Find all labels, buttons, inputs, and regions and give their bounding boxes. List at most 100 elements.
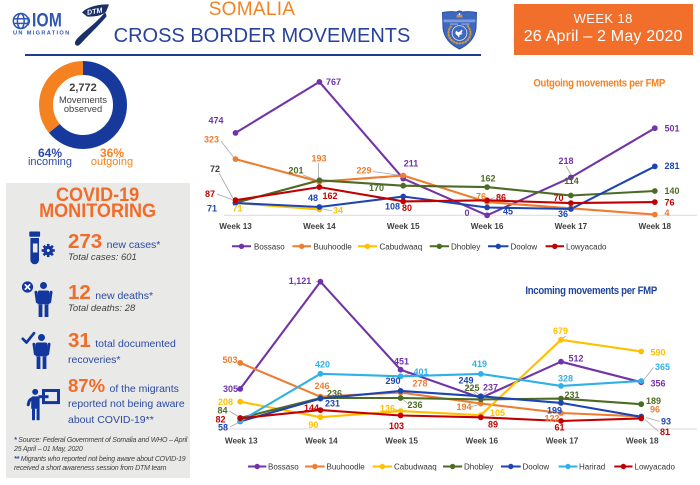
- svg-text:58: 58: [218, 423, 228, 433]
- svg-text:451: 451: [394, 357, 409, 367]
- svg-text:Week 16: Week 16: [465, 437, 498, 446]
- svg-text:162: 162: [480, 174, 495, 184]
- svg-text:Week 14: Week 14: [305, 437, 338, 446]
- svg-text:501: 501: [665, 123, 680, 133]
- svg-text:61: 61: [554, 423, 564, 433]
- svg-text:Doolow: Doolow: [511, 242, 538, 251]
- svg-text:Cabudwaaq: Cabudwaaq: [380, 242, 423, 251]
- svg-text:DTM: DTM: [86, 5, 104, 16]
- svg-text:IOM: IOM: [32, 9, 62, 31]
- svg-text:Dhobley: Dhobley: [451, 242, 480, 251]
- svg-text:328: 328: [558, 373, 573, 383]
- svg-text:162: 162: [322, 191, 337, 201]
- svg-text:365: 365: [655, 362, 670, 372]
- svg-text:211: 211: [404, 159, 419, 169]
- svg-text:208: 208: [218, 397, 233, 407]
- svg-text:503: 503: [222, 355, 237, 365]
- svg-text:420: 420: [315, 359, 330, 369]
- svg-text:Buuhoodle: Buuhoodle: [314, 242, 353, 251]
- svg-text:Buuhoodle: Buuhoodle: [327, 463, 366, 472]
- svg-text:236: 236: [407, 400, 422, 410]
- svg-text:767: 767: [326, 77, 341, 87]
- svg-text:45: 45: [503, 207, 513, 217]
- svg-text:231: 231: [564, 390, 579, 400]
- svg-text:Lowyacado: Lowyacado: [566, 242, 607, 251]
- svg-text:218: 218: [558, 156, 573, 166]
- svg-text:82: 82: [215, 414, 225, 424]
- svg-text:290: 290: [385, 376, 400, 386]
- svg-text:Week 15: Week 15: [387, 222, 420, 231]
- svg-text:0: 0: [464, 208, 469, 218]
- svg-text:Cabudwaaq: Cabudwaaq: [394, 463, 437, 472]
- svg-text:Week 13: Week 13: [219, 222, 252, 231]
- svg-text:81: 81: [660, 427, 670, 437]
- svg-text:90: 90: [308, 420, 318, 430]
- svg-text:93: 93: [661, 417, 671, 427]
- svg-text:236: 236: [327, 388, 342, 398]
- svg-text:86: 86: [496, 193, 506, 203]
- svg-text:229: 229: [356, 166, 371, 176]
- svg-text:48: 48: [308, 193, 318, 203]
- svg-text:122: 122: [544, 413, 559, 423]
- svg-text:76: 76: [476, 192, 486, 202]
- svg-text:80: 80: [402, 203, 412, 213]
- svg-text:281: 281: [665, 161, 680, 171]
- svg-text:71: 71: [232, 204, 242, 214]
- svg-text:Week 18: Week 18: [626, 437, 659, 446]
- svg-text:70: 70: [553, 193, 563, 203]
- svg-text:76: 76: [665, 197, 675, 207]
- svg-text:4: 4: [665, 208, 670, 218]
- svg-text:Outgoing movements per FMP: Outgoing movements per FMP: [533, 78, 665, 90]
- svg-text:Bossaso: Bossaso: [254, 242, 285, 251]
- svg-text:Doolow: Doolow: [523, 463, 550, 472]
- svg-text:278: 278: [412, 379, 427, 389]
- svg-text:193: 193: [311, 154, 326, 164]
- svg-text:34: 34: [333, 206, 343, 216]
- svg-text:Week 13: Week 13: [225, 437, 258, 446]
- svg-text:140: 140: [665, 186, 680, 196]
- svg-text:105: 105: [490, 408, 505, 418]
- svg-text:Week 14: Week 14: [303, 222, 336, 231]
- svg-text:84: 84: [217, 406, 227, 416]
- svg-text:96: 96: [650, 405, 660, 415]
- svg-text:194: 194: [456, 402, 471, 412]
- svg-text:189: 189: [646, 396, 661, 406]
- svg-text:356: 356: [651, 379, 666, 389]
- svg-text:512: 512: [568, 354, 583, 364]
- svg-text:Lowyacado: Lowyacado: [635, 463, 676, 472]
- svg-text:144: 144: [304, 403, 319, 413]
- svg-text:UN MIGRATION: UN MIGRATION: [13, 31, 71, 37]
- svg-text:401: 401: [413, 367, 428, 377]
- svg-text:199: 199: [547, 406, 562, 416]
- svg-text:Bossaso: Bossaso: [268, 463, 299, 472]
- svg-text:231: 231: [325, 399, 340, 409]
- svg-text:679: 679: [553, 326, 568, 336]
- svg-text:590: 590: [651, 347, 666, 357]
- svg-text:Incoming movements per FMP: Incoming movements per FMP: [525, 285, 657, 297]
- svg-text:474: 474: [208, 116, 223, 126]
- svg-text:Week 15: Week 15: [385, 437, 418, 446]
- svg-text:Dhobley: Dhobley: [464, 463, 493, 472]
- svg-text:225: 225: [464, 383, 479, 393]
- svg-text:114: 114: [564, 176, 579, 186]
- svg-text:323: 323: [204, 135, 219, 145]
- svg-text:108: 108: [385, 202, 400, 212]
- svg-text:237: 237: [483, 383, 498, 393]
- svg-text:419: 419: [472, 359, 487, 369]
- svg-text:246: 246: [314, 381, 329, 391]
- svg-text:305: 305: [223, 384, 238, 394]
- svg-text:Week 17: Week 17: [555, 222, 588, 231]
- svg-text:103: 103: [389, 421, 404, 431]
- svg-text:249: 249: [458, 376, 473, 386]
- svg-text:Week 18: Week 18: [638, 222, 671, 231]
- svg-text:36: 36: [558, 209, 568, 219]
- svg-text:Week 17: Week 17: [546, 437, 579, 446]
- svg-text:201: 201: [288, 166, 303, 176]
- svg-text:72: 72: [210, 164, 220, 174]
- svg-text:71: 71: [207, 203, 217, 213]
- svg-text:89: 89: [488, 420, 498, 430]
- svg-text:Week 16: Week 16: [471, 222, 504, 231]
- svg-text:136: 136: [380, 404, 395, 414]
- svg-text:Harirad: Harirad: [579, 463, 605, 472]
- svg-text:87: 87: [205, 189, 215, 199]
